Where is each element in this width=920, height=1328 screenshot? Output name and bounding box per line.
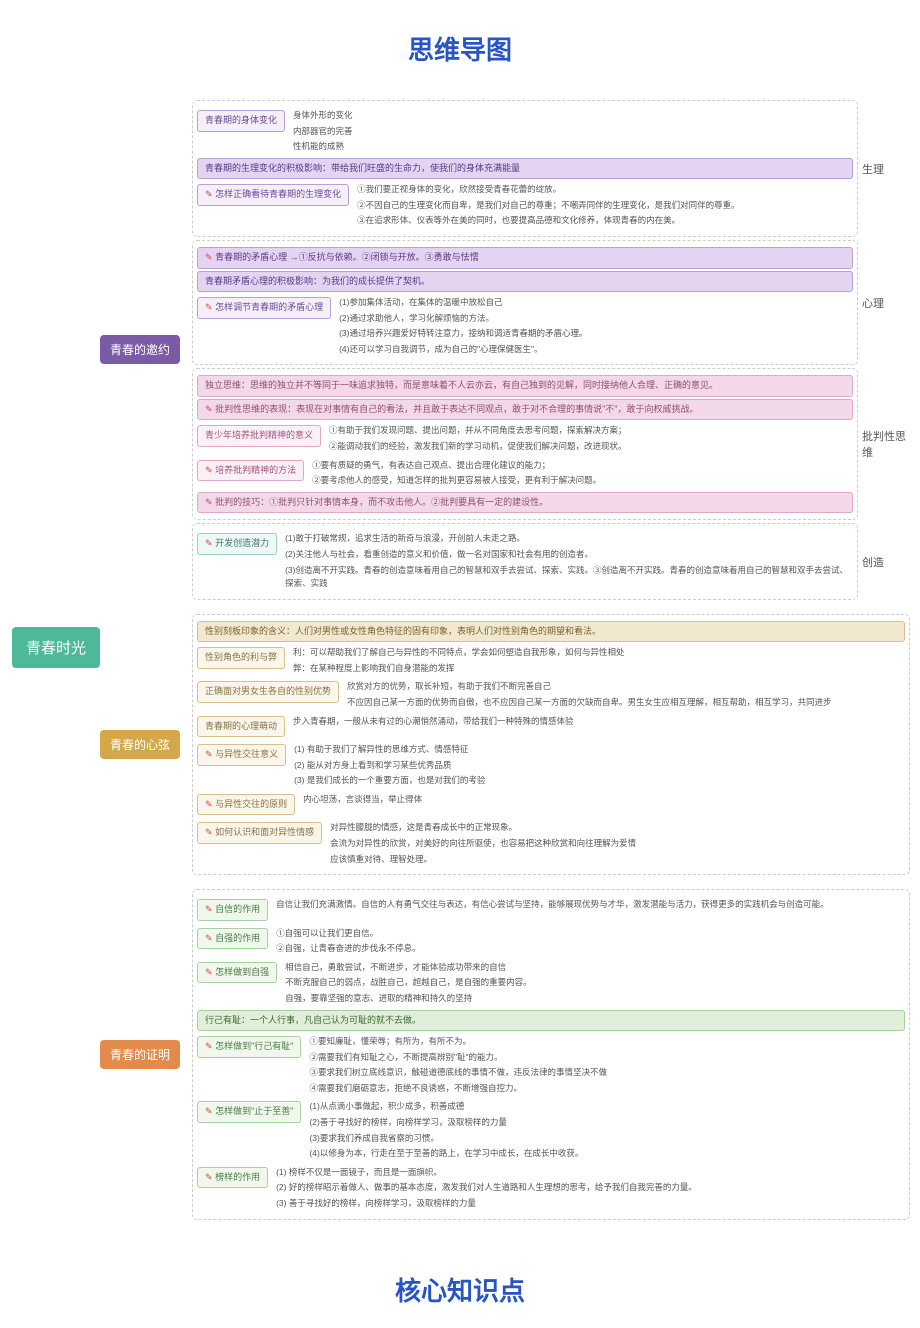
leaf: (3) 是我们成长的一个重要方面，也是对我们的考验: [294, 773, 905, 789]
leaf: ①要有质疑的勇气，有表达自己观点、提出合理化建议的能力；: [312, 458, 853, 474]
node-head: 性别角色的利与弊: [197, 647, 285, 669]
node-head: 与异性交往意义: [197, 744, 286, 766]
node-head: 怎样做到"行己有耻": [197, 1036, 301, 1058]
section-label: 青春的证明: [100, 1040, 180, 1069]
leaf: ②要考虑他人的感受，知道怎样的批判更容易被人接受，更有利于解决问题。: [312, 473, 853, 489]
node-head: 青春期的身体变化: [197, 110, 285, 132]
leaf: 自强，要靠坚强的意志、进取的精神和持久的坚持: [285, 991, 905, 1007]
leaf: 自信让我们充满激情。自信的人有勇气交往与表达，有信心尝试与坚持，能够展现优势与才…: [276, 897, 905, 913]
node-full: 行己有耻：一个人行事，凡自己认为可耻的就不去做。: [197, 1010, 905, 1032]
leaf: (2)通过求助他人，学习化解烦恼的方法。: [339, 311, 853, 327]
leaf: ③要求我们树立底线意识，触碰道德底线的事情不做，违反法律的事情坚决不做: [309, 1065, 905, 1081]
leaf: ②需要我们有知耻之心，不断提高辨别"耻"的能力。: [309, 1050, 905, 1066]
leaf: (2) 能从对方身上看到和学习某些优秀品质: [294, 758, 905, 774]
leaf: 弊：在某种程度上影响我们自身潜能的发挥: [293, 661, 905, 677]
leaf: (4)以修身为本，行走在至于至善的路上，在学习中成长，在成长中收获。: [309, 1146, 905, 1162]
node-head: 榜样的作用: [197, 1167, 268, 1189]
node-head: 自信的作用: [197, 899, 268, 921]
leaf: ①有助于我们发现问题、提出问题，并从不同角度去思考问题，探索解决方案；: [329, 423, 853, 439]
leaf: (2)善于寻找好的榜样，向榜样学习，汲取榜样的力量: [309, 1115, 905, 1131]
section-label: 青春的邀约: [100, 335, 180, 364]
leaf: 欣赏对方的优势，取长补短，有助于我们不断完善自己: [347, 679, 905, 695]
leaf: 性机能的成熟: [293, 139, 853, 155]
leaf: (3)要求我们养成自我省察的习惯。: [309, 1131, 905, 1147]
leaf: (2) 好的榜样昭示着做人、做事的基本态度，激发我们对人生道路和人生理想的思考，…: [276, 1180, 905, 1196]
group-side-label: 创造: [862, 554, 907, 570]
leaf: 不应因自己某一方面的优势而自傲，也不应因自己某一方面的欠缺而自卑。男生女生应相互…: [347, 695, 905, 711]
leaf: 对异性朦胧的情感，这是青春成长中的正常现象。: [330, 820, 905, 836]
leaf: ④需要我们磨砺意志，拒绝不良诱惑，不断增强自控力。: [309, 1081, 905, 1097]
title-top: 思维导图: [0, 0, 920, 87]
leaf: ①要知廉耻，懂荣辱；有所为，有所不为。: [309, 1034, 905, 1050]
node-full: 性别刻板印象的含义：人们对男性或女性角色特征的固有印象，表明人们对性别角色的期望…: [197, 621, 905, 643]
leaf: (1) 榜样不仅是一面镜子，而且是一面旗帜。: [276, 1165, 905, 1181]
leaf: 应该慎重对待、理智处理。: [330, 852, 905, 868]
node-head: 怎样调节青春期的矛盾心理: [197, 297, 331, 319]
node-head: 正确面对男女生各自的性别优势: [197, 681, 339, 703]
node-head: 青少年培养批判精神的意义: [197, 425, 321, 447]
leaf: ①自强可以让我们更自信。: [276, 926, 905, 942]
node-head: 如何认识和面对异性情感: [197, 822, 322, 844]
node-full: 批判性思维的表现：表现在对事情有自己的看法，并且敢于表达不同观点，敢于对不合理的…: [197, 399, 853, 421]
leaf: 内部器官的完善: [293, 124, 853, 140]
leaf: (1)参加集体活动，在集体的温暖中放松自己: [339, 295, 853, 311]
leaf: (4)还可以学习自我调节，成为自己的"心理保健医生"。: [339, 342, 853, 358]
node-head: 与异性交往的原则: [197, 794, 295, 816]
node-full: 独立思维：思维的独立并不等同于一味追求独特，而是意味着不人云亦云，有自己独到的见…: [197, 375, 853, 397]
mindmap: 青春时光 青春的邀约 生理 青春期的身体变化身体外形的变化内部器官的完善性机能的成熟…: [0, 87, 920, 1251]
leaf: ②能调动我们的经验，激发我们新的学习动机，促使我们解决问题，改进现状。: [329, 439, 853, 455]
node-head: 怎样正确看待青春期的生理变化: [197, 184, 349, 206]
node-head: 培养批判精神的方法: [197, 460, 304, 482]
leaf: 会流为对异性的欣赏，对美好的向往所驱使，也容易把这种欣赏和向往理解为爱情: [330, 836, 905, 852]
leaf: 步入青春期，一般从未有过的心潮悄然涌动，带给我们一种特殊的情感体验: [293, 714, 905, 730]
title-bottom: 核心知识点: [0, 1251, 920, 1328]
leaf: (1) 有助于我们了解异性的思维方式、情感特征: [294, 742, 905, 758]
section-label: 青春的心弦: [100, 730, 180, 759]
leaf: (3)创造离不开实践。青春的创造意味着用自己的智慧和双手去尝试、探索、实践。③创…: [285, 563, 853, 592]
leaf: ①我们要正视身体的变化，欣然接受青春花蕾的绽放。: [357, 182, 853, 198]
group-side-label: 生理: [862, 161, 907, 177]
leaf: (3) 善于寻找好的榜样，向榜样学习，汲取榜样的力量: [276, 1196, 905, 1212]
node-head: 青春期的心理萌动: [197, 716, 285, 738]
root-node: 青春时光: [12, 627, 100, 668]
node-head: 开发创造潜力: [197, 533, 277, 555]
leaf: ③在追求形体、仪表等外在美的同时，也要提高品德和文化修养，体现青春的内在美。: [357, 213, 853, 229]
leaf: ②不因自己的生理变化而自卑，是我们对自己的尊重；不嘲弄同伴的生理变化，是我们对同…: [357, 198, 853, 214]
node-full: 青春期矛盾心理的积极影响：为我们的成长提供了契机。: [197, 271, 853, 293]
leaf: (1)敢于打破常规，追求生活的新奇与浪漫，开创前人未走之路。: [285, 531, 853, 547]
leaf: 内心坦荡，言谈得当，举止得体: [303, 792, 905, 808]
node-head: 怎样做到自强: [197, 962, 277, 984]
leaf: 利：可以帮助我们了解自己与异性的不同特点，学会如何塑造自我形象，如何与异性相处: [293, 645, 905, 661]
leaf: 身体外形的变化: [293, 108, 853, 124]
leaf: ②自强，让青春奋进的步伐永不停息。: [276, 941, 905, 957]
group-side-label: 批判性思维: [862, 428, 907, 460]
leaf: 不断克服自己的弱点，战胜自己，超越自己，是自强的重要内容。: [285, 975, 905, 991]
node-head: 怎样做到"止于至善": [197, 1101, 301, 1123]
node-full: 青春期的生理变化的积极影响：带给我们旺盛的生命力，使我们的身体充满能量: [197, 158, 853, 180]
leaf: (1)从点滴小事做起，积少成多，积善成德: [309, 1099, 905, 1115]
leaf: (2)关注他人与社会，看重创造的意义和价值，做一名对国家和社会有用的创造者。: [285, 547, 853, 563]
node-head: 自强的作用: [197, 928, 268, 950]
leaf: (3)通过培养兴趣爱好特转注意力，接纳和调适青春期的矛盾心理。: [339, 326, 853, 342]
node-full: 批判的技巧：①批判只针对事情本身，而不攻击他人。②批判要具有一定的建设性。: [197, 492, 853, 514]
leaf: 相信自己，勇敢尝试，不断进步，才能体验成功带来的自信: [285, 960, 905, 976]
node-full: 青春期的矛盾心理 →①反抗与依赖。②闭锁与开放。③勇敢与怯懦: [197, 247, 853, 269]
group-side-label: 心理: [862, 295, 907, 311]
